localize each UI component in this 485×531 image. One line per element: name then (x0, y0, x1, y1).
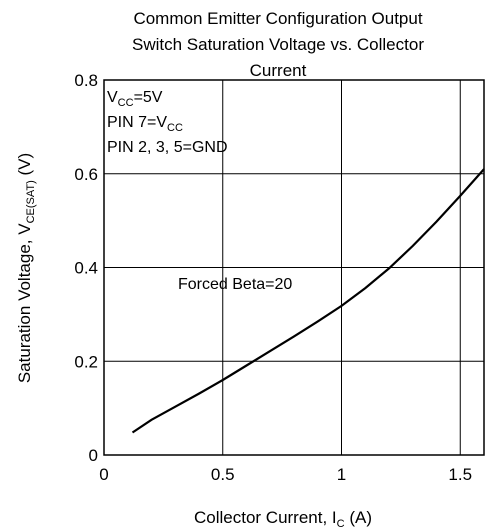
saturation-voltage-line (131, 168, 485, 434)
annotation-forced-beta: Forced Beta=20 (178, 276, 292, 293)
x-tick-label: 1 (337, 465, 346, 484)
y-tick-label: 0.6 (74, 165, 98, 184)
condition-gnd: PIN 2, 3, 5=GND (107, 139, 228, 156)
condition-pin7: PIN 7=VCC (107, 114, 183, 134)
x-tick-label: 0.5 (211, 465, 235, 484)
y-tick-label: 0.4 (74, 259, 98, 278)
x-axis-label: Collector Current, IC (A) (194, 508, 372, 530)
y-tick-label: 0.8 (74, 71, 98, 90)
condition-vcc: VCC=5V (107, 89, 163, 109)
grid (104, 80, 484, 455)
x-tick-label: 0 (99, 465, 108, 484)
x-axis-ticks: 0 0.5 1 1.5 (99, 465, 472, 484)
y-tick-label: 0.2 (74, 352, 98, 371)
plot-frame (103, 79, 485, 456)
conditions-box: VCC=5V PIN 7=VCC PIN 2, 3, 5=GND (107, 89, 228, 156)
x-tick-label: 1.5 (448, 465, 472, 484)
title-line-1: Common Emitter Configuration Output (133, 9, 422, 28)
y-axis-label: Saturation Voltage, VCE(SAT) (V) (15, 153, 37, 383)
title-line-2: Switch Saturation Voltage vs. Collector (132, 35, 424, 54)
chart-title: Common Emitter Configuration Output Swit… (132, 9, 424, 80)
y-axis-ticks: 0 0.2 0.4 0.6 0.8 (74, 71, 98, 465)
title-line-3: Current (250, 61, 307, 80)
y-tick-label: 0 (89, 446, 98, 465)
